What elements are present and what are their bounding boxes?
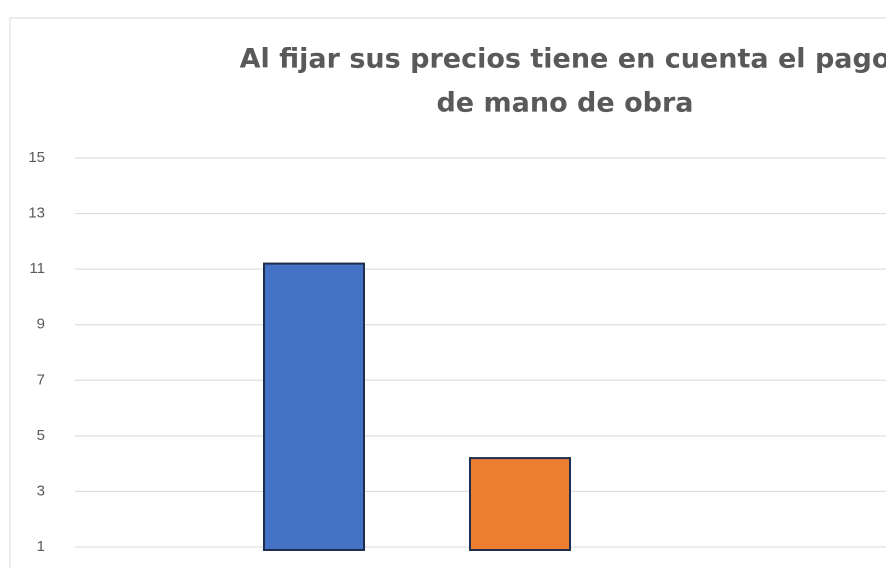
y-tick-label: 1 (37, 538, 45, 555)
y-tick-label: 7 (37, 371, 45, 388)
bar (469, 457, 571, 552)
bar (263, 262, 365, 551)
y-tick-label: 3 (37, 482, 45, 499)
y-tick-label: 13 (28, 205, 45, 222)
y-tick-label: 9 (37, 316, 45, 333)
chart-title: de mano de obra (436, 88, 693, 119)
chart-frame (9, 17, 886, 568)
y-tick-label: 11 (29, 260, 45, 277)
y-tick-label: 5 (37, 427, 45, 444)
chart-title: Al fijar sus precios tiene en cuenta el … (240, 44, 886, 75)
y-tick-label: 15 (28, 149, 45, 166)
